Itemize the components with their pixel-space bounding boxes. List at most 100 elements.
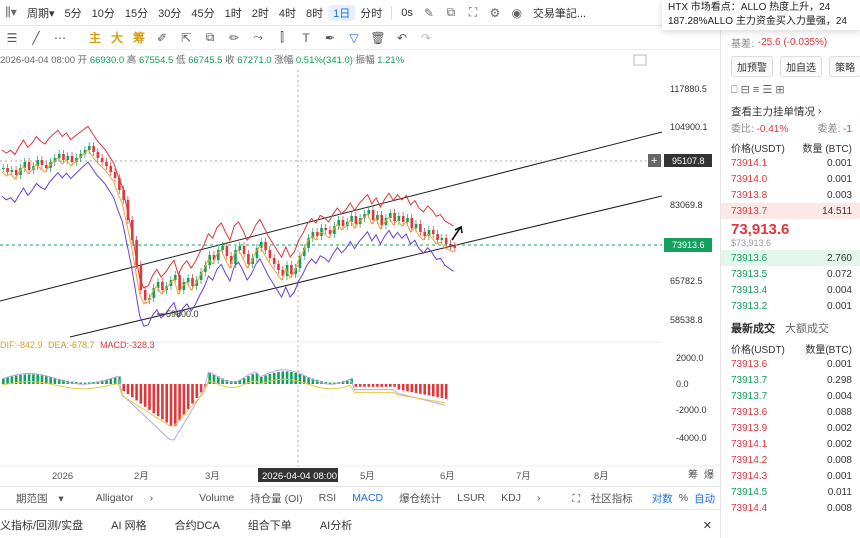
dca-link[interactable]: 合约DCA bbox=[174, 520, 220, 532]
log-toggle[interactable]: 对数 bbox=[651, 492, 673, 505]
chevron-right-icon[interactable]: › bbox=[149, 492, 154, 504]
community-indicators[interactable]: ⛶ 社区指标 bbox=[572, 492, 633, 505]
trash-icon[interactable]: 🗑 bbox=[370, 30, 386, 45]
tf-1h[interactable]: 1时 bbox=[224, 7, 242, 20]
ai-grid-link[interactable]: AI 网格 bbox=[111, 520, 147, 532]
undo-icon[interactable]: ↶ bbox=[396, 30, 408, 45]
filter-icon[interactable]: ▽ bbox=[349, 30, 359, 45]
candle-body bbox=[324, 228, 328, 230]
journal-dropdown[interactable]: 交易筆記... bbox=[532, 7, 587, 20]
tf-30m[interactable]: 30分 bbox=[158, 7, 182, 20]
tf-4h[interactable]: 4时 bbox=[278, 7, 297, 20]
add-watchlist-button[interactable]: 加自选 bbox=[780, 56, 823, 77]
tf-45m[interactable]: 45分 bbox=[191, 7, 215, 20]
expand-icon[interactable] bbox=[633, 54, 647, 66]
candle-type-icon[interactable]: ⫼▾ bbox=[5, 5, 17, 19]
trade-row[interactable]: 73914.2 0.008 bbox=[721, 452, 860, 468]
market-notice[interactable]: HTX 市场看点：ALLO 热度上升，24 187.28%ALLO 主力资金买入… bbox=[662, 0, 860, 30]
macd-bar bbox=[354, 384, 358, 387]
macd-bar bbox=[139, 384, 143, 404]
ask-row[interactable]: 73914.0 0.001 bbox=[721, 171, 860, 187]
tf-8h[interactable]: 8时 bbox=[306, 7, 324, 20]
trade-row[interactable]: 73914.4 0.008 bbox=[721, 500, 860, 516]
depth-link[interactable]: 查看主力挂单情况 › bbox=[731, 105, 822, 118]
ruler-icon[interactable]: ✏ bbox=[228, 30, 240, 45]
large-order-tool[interactable]: 大 bbox=[110, 31, 123, 45]
chips-tool[interactable]: 筹 bbox=[132, 31, 145, 45]
more-icon[interactable]: ⋯ bbox=[54, 30, 66, 45]
tab-kdj[interactable]: KDJ bbox=[501, 492, 521, 504]
copy-icon[interactable]: ⧉ bbox=[205, 30, 215, 44]
bid-row[interactable]: 73913.6 2.760 bbox=[721, 250, 860, 266]
candle-body bbox=[191, 278, 194, 286]
tab-rsi[interactable]: RSI bbox=[318, 492, 337, 504]
brush-icon[interactable]: ✒ bbox=[324, 30, 336, 45]
trade-row[interactable]: 73913.7 0.298 bbox=[721, 372, 860, 388]
ai-analysis-link[interactable]: AI分析 bbox=[319, 520, 353, 532]
trade-row[interactable]: 73914.5 0.011 bbox=[721, 484, 860, 500]
tab-volume[interactable]: Volume bbox=[199, 492, 235, 504]
tf-10m[interactable]: 10分 bbox=[91, 7, 115, 20]
tab-latest-trades[interactable]: 最新成交 bbox=[731, 323, 775, 335]
trade-row[interactable]: 73914.3 0.001 bbox=[721, 468, 860, 484]
cursor-icon[interactable]: ⇱ bbox=[180, 30, 192, 45]
bid-row[interactable]: 73913.4 0.004 bbox=[721, 282, 860, 298]
interval-0s[interactable]: 0s bbox=[401, 6, 413, 19]
fullscreen-icon[interactable]: ⛶ bbox=[468, 5, 478, 19]
close-icon[interactable]: ✕ bbox=[702, 519, 712, 532]
bid-row[interactable]: 73913.5 0.072 bbox=[721, 266, 860, 282]
camera-icon[interactable]: ◉ bbox=[511, 5, 523, 20]
layout-icon[interactable]: ⧉ bbox=[446, 5, 456, 19]
candle-body bbox=[242, 246, 246, 254]
y-tick-label: 117880.5 bbox=[670, 84, 707, 94]
tab-large-trades[interactable]: 大额成交 bbox=[785, 323, 829, 335]
range-dropdown[interactable]: 期范围 ▾ bbox=[16, 492, 64, 505]
chips-corner[interactable]: 筹 bbox=[688, 468, 698, 481]
tf-15m[interactable]: 15分 bbox=[124, 7, 149, 20]
path-icon[interactable]: ⤳ bbox=[253, 30, 263, 44]
combo-order-link[interactable]: 组合下单 bbox=[247, 520, 292, 532]
line-tool-icon[interactable]: ╱ bbox=[32, 30, 40, 45]
tab-alligator[interactable]: Alligator bbox=[95, 492, 134, 504]
tf-5m[interactable]: 5分 bbox=[64, 7, 82, 20]
tf-1d[interactable]: 1日 bbox=[328, 4, 356, 21]
period-dropdown[interactable]: 周期▾ bbox=[27, 7, 55, 20]
tab-oi[interactable]: 持仓量 (OI) bbox=[250, 492, 303, 505]
candle-body bbox=[401, 216, 405, 222]
settings-icon[interactable]: ⚙ bbox=[489, 5, 501, 20]
pen-icon[interactable]: ✎ bbox=[423, 5, 434, 20]
trade-row[interactable]: 73913.6 0.088 bbox=[721, 404, 860, 420]
menu-icon[interactable]: ☰ bbox=[6, 30, 18, 45]
auto-toggle[interactable]: 自动 bbox=[694, 492, 716, 505]
main-force-tool[interactable]: 主 bbox=[88, 31, 101, 45]
pct-toggle[interactable]: % bbox=[678, 492, 689, 504]
tab-lsur[interactable]: LSUR bbox=[457, 492, 486, 504]
ask-row[interactable]: 73914.1 0.001 bbox=[721, 155, 860, 171]
edit-icon[interactable]: ✐ bbox=[156, 30, 168, 45]
ask-row[interactable]: 73913.8 0.003 bbox=[721, 187, 860, 203]
text-tool-icon[interactable]: T bbox=[302, 30, 310, 45]
macd-bar bbox=[436, 384, 439, 398]
bid-row[interactable]: 73913.2 0.001 bbox=[721, 298, 860, 314]
trade-row[interactable]: 73913.6 0.001 bbox=[721, 356, 860, 372]
chevron-right-icon[interactable]: › bbox=[536, 492, 541, 504]
tf-2h[interactable]: 2时 bbox=[251, 7, 269, 20]
candle-body bbox=[410, 218, 414, 228]
depth-view-icons[interactable]: ⎕ ⊟ ≡ ☰ ⊞ bbox=[731, 84, 785, 96]
bar-tool-icon[interactable]: ⫿ bbox=[280, 30, 284, 44]
tab-liq[interactable]: 爆仓统计 bbox=[399, 492, 442, 505]
trades-tabs: 最新成交 大额成交 bbox=[721, 320, 860, 336]
trade-row[interactable]: 73914.1 0.002 bbox=[721, 436, 860, 452]
strategy-button[interactable]: 策略 bbox=[829, 56, 860, 77]
trade-row[interactable]: 73913.9 0.002 bbox=[721, 420, 860, 436]
ask-row[interactable]: 73913.7 14.511 bbox=[721, 203, 860, 219]
custom-indicator-link[interactable]: 义指标/回测/实盘 bbox=[0, 520, 84, 532]
add-alert-button[interactable]: 加预警 bbox=[731, 56, 773, 77]
redo-icon[interactable]: ↷ bbox=[420, 30, 432, 45]
price-chart[interactable]: 59800.0 117880.5 104900.1 83069.8 65782.5 58… bbox=[0, 50, 720, 485]
trade-row[interactable]: 73913.7 0.004 bbox=[721, 388, 860, 404]
liq-corner[interactable]: 爆 bbox=[704, 469, 714, 481]
macd-bar bbox=[268, 373, 272, 384]
tf-intraday[interactable]: 分时 bbox=[360, 7, 383, 20]
tab-macd[interactable]: MACD bbox=[352, 492, 384, 504]
